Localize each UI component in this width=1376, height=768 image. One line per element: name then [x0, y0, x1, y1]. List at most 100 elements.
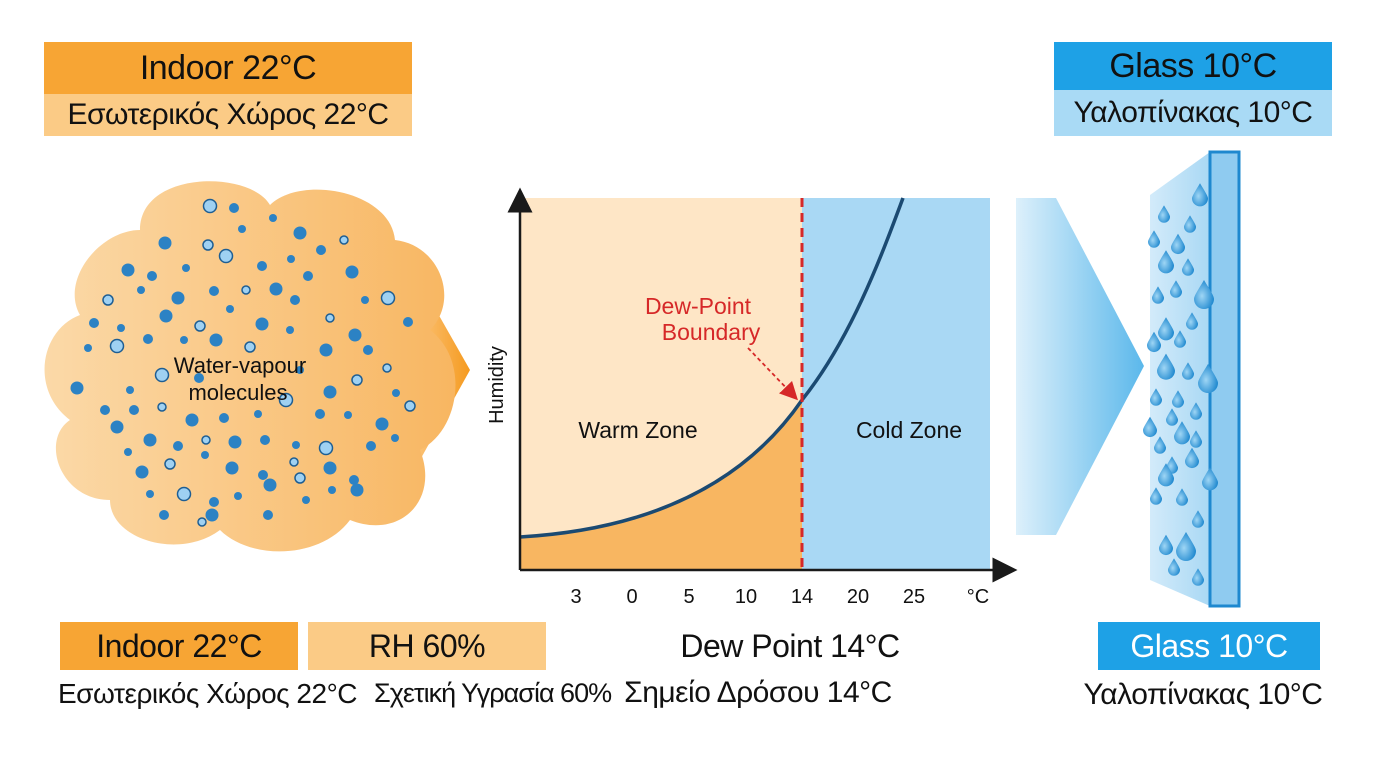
water-molecule: [269, 214, 277, 222]
glass-pane: [1143, 150, 1241, 608]
water-molecule: [201, 451, 209, 459]
water-molecule: [278, 392, 294, 408]
warm-zone-label: Warm Zone: [578, 417, 697, 443]
water-droplet: [1170, 280, 1182, 298]
boundary-label-line2: Boundary: [662, 319, 761, 345]
x-tick-label: 10: [735, 586, 757, 608]
water-molecule: [263, 510, 273, 520]
water-droplet: [1147, 331, 1161, 353]
water-molecule: [241, 285, 251, 295]
glass-title: Glass 10°C: [1054, 42, 1332, 90]
boundary-label-line1: Dew-Point: [645, 293, 752, 319]
water-droplet: [1157, 353, 1175, 380]
water-droplet: [1190, 402, 1202, 420]
water-molecule: [238, 225, 246, 233]
water-molecule: [263, 478, 277, 492]
indoor-temp-greek: Εσωτερικός Χώρος 22°C: [58, 678, 358, 709]
indoor-title: Indoor 22°C: [44, 42, 412, 94]
water-molecule: [404, 400, 416, 412]
transfer-arrow: [1016, 198, 1144, 535]
water-molecule: [254, 410, 262, 418]
water-molecule: [185, 413, 199, 427]
water-molecule: [143, 334, 153, 344]
water-molecule: [286, 326, 294, 334]
water-molecule: [366, 441, 376, 451]
relative-humidity-badge: RH 60%: [308, 622, 546, 670]
relative-humidity-greek: Σχετική Υγρασία 60%: [374, 678, 612, 708]
water-molecule: [102, 294, 114, 306]
indoor-temp-badge: Indoor 22°C: [60, 622, 298, 670]
x-tick-label: 14: [791, 586, 813, 608]
water-droplet: [1198, 364, 1218, 393]
water-molecule: [154, 367, 170, 383]
water-molecule: [375, 417, 389, 431]
water-molecule: [318, 440, 334, 456]
water-molecule: [303, 271, 313, 281]
water-molecule: [137, 286, 145, 294]
y-axis-label: Humidity: [486, 346, 508, 424]
x-tick-label: 5: [683, 586, 694, 608]
water-droplet: [1192, 510, 1204, 528]
water-molecule: [225, 461, 239, 475]
x-axis-ticks: 3 0 5 10 14 20 25 °C: [570, 586, 989, 608]
water-molecule: [339, 235, 349, 245]
water-droplet: [1150, 388, 1162, 406]
water-molecule: [351, 374, 363, 386]
water-molecule: [205, 508, 219, 522]
water-molecule: [201, 435, 211, 445]
water-molecule: [296, 366, 304, 374]
cloud-label-line2: molecules: [188, 380, 287, 405]
water-molecule: [129, 405, 139, 415]
water-droplet: [1184, 215, 1196, 233]
water-molecule: [319, 343, 333, 357]
water-droplet: [1158, 463, 1174, 487]
water-molecule: [126, 386, 134, 394]
water-molecule: [363, 345, 373, 355]
water-molecule: [89, 318, 99, 328]
water-molecule: [202, 239, 214, 251]
water-molecule: [325, 313, 335, 323]
water-droplet: [1182, 258, 1194, 276]
water-molecule: [180, 336, 188, 344]
water-droplet: [1202, 467, 1218, 491]
water-molecule: [171, 291, 185, 305]
water-molecule: [194, 373, 204, 383]
water-molecule: [234, 492, 242, 500]
water-droplet: [1174, 330, 1186, 348]
water-molecule: [197, 517, 207, 527]
water-molecule: [255, 317, 269, 331]
water-molecule: [226, 305, 234, 313]
humidity-chart: Humidity Dew-Point Boundary Warm Zone Co…: [486, 187, 1018, 608]
water-molecule: [202, 198, 218, 214]
water-molecule: [348, 328, 362, 342]
water-molecule: [344, 411, 352, 419]
water-droplet: [1176, 532, 1196, 561]
cloud-label-line1: Water-vapour: [174, 353, 306, 378]
water-molecule: [228, 435, 242, 449]
water-molecule: [229, 203, 239, 213]
cold-zone-label: Cold Zone: [856, 417, 962, 443]
water-molecule: [164, 458, 176, 470]
water-droplet: [1176, 488, 1188, 506]
water-droplet: [1182, 362, 1194, 380]
water-droplet: [1171, 233, 1185, 255]
water-molecule: [209, 497, 219, 507]
vapour-cloud: Water-vapour molecules: [44, 181, 470, 552]
water-molecule: [84, 344, 92, 352]
condensation-droplets: [1143, 183, 1218, 586]
water-molecule: [159, 309, 173, 323]
water-molecule: [157, 402, 167, 412]
water-molecule: [323, 461, 337, 475]
water-molecule: [109, 338, 125, 354]
water-molecule: [135, 465, 149, 479]
water-molecule: [219, 413, 229, 423]
water-molecule: [260, 435, 270, 445]
water-droplet: [1192, 183, 1208, 207]
water-molecule: [124, 448, 132, 456]
warm-saturated-area: [520, 400, 802, 570]
water-molecule: [289, 457, 299, 467]
dew-point-pointer: [747, 347, 798, 401]
water-molecule: [323, 385, 337, 399]
water-molecule: [294, 472, 306, 484]
water-molecule: [290, 295, 300, 305]
